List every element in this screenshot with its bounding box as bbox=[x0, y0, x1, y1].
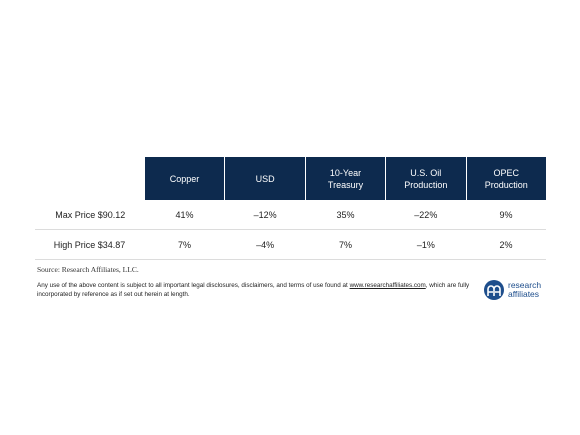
col-header-text: OPEC Production bbox=[484, 167, 528, 190]
cell: –1% bbox=[385, 229, 467, 260]
col-header: Copper bbox=[143, 157, 225, 200]
cell: 7% bbox=[144, 229, 225, 260]
cell: –4% bbox=[224, 229, 306, 260]
cell: 41% bbox=[144, 200, 225, 230]
blank-cell bbox=[35, 157, 145, 200]
logo: research affiliates bbox=[484, 279, 548, 301]
disclaimer: Any use of the above content is subject … bbox=[37, 281, 477, 299]
col-header: USD bbox=[224, 157, 306, 200]
cell: 7% bbox=[305, 229, 386, 260]
col-header: 10-Year Treasury bbox=[304, 157, 386, 200]
disclaimer-text: , which are fully incorporated by refere… bbox=[37, 282, 470, 298]
col-header-text: 10-Year Treasury bbox=[327, 167, 364, 190]
logo-text: affiliates bbox=[508, 289, 540, 299]
row-label: Max Price $90.12 bbox=[35, 200, 145, 230]
cell: –12% bbox=[224, 200, 306, 230]
source: Source: Research Affiliates, LLC. bbox=[37, 265, 139, 274]
table-row: Max Price $90.12 41% –12% 35% –22% 9% bbox=[35, 200, 546, 230]
row-label: High Price $34.87 bbox=[35, 229, 145, 260]
col-header: OPEC Production bbox=[465, 157, 546, 200]
col-header-text: USD bbox=[255, 173, 275, 184]
cell: 9% bbox=[466, 200, 546, 230]
cell: 2% bbox=[466, 229, 546, 260]
col-header-text: Copper bbox=[169, 173, 200, 184]
data-table: Copper USD 10-Year Treasury U.S. Oil Pro… bbox=[35, 157, 546, 260]
logo-icon bbox=[484, 280, 504, 300]
header-row: Copper USD 10-Year Treasury U.S. Oil Pro… bbox=[35, 157, 546, 200]
col-header-text: U.S. Oil Production bbox=[404, 167, 448, 190]
table-row: High Price $34.87 7% –4% 7% –1% 2% bbox=[35, 229, 546, 260]
col-header: U.S. Oil Production bbox=[385, 157, 467, 200]
logo-text: research bbox=[508, 280, 542, 290]
link[interactable]: www.researchaffiliates.com bbox=[349, 282, 426, 289]
cell: 35% bbox=[305, 200, 386, 230]
cell: –22% bbox=[385, 200, 467, 230]
disclaimer-text: Any use of the above content is subject … bbox=[37, 282, 348, 289]
